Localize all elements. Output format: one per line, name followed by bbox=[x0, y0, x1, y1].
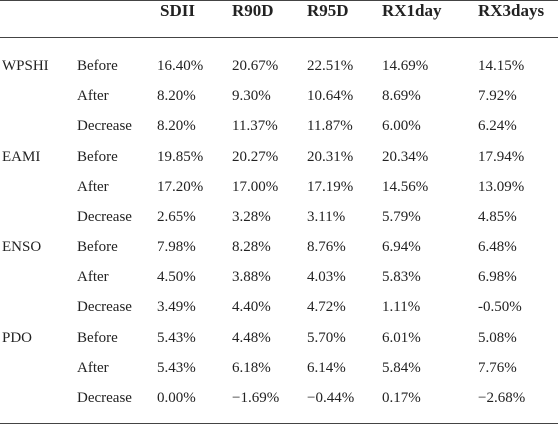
table-cell: −0.44% bbox=[307, 390, 355, 406]
table-bottom-rule bbox=[0, 423, 558, 424]
table-cell: 17.00% bbox=[232, 179, 279, 195]
column-header: R95D bbox=[307, 1, 349, 20]
table-cell: 11.87% bbox=[307, 118, 353, 134]
table-cell: 6.14% bbox=[307, 360, 346, 376]
table-cell: 7.76% bbox=[478, 360, 517, 376]
table-cell: 4.03% bbox=[307, 269, 346, 285]
table-cell: 6.18% bbox=[232, 360, 271, 376]
table-cell: 8.28% bbox=[232, 239, 271, 255]
row-label: After bbox=[77, 269, 109, 285]
table-cell: 0.00% bbox=[157, 390, 196, 406]
table-cell: 2.65% bbox=[157, 209, 196, 225]
row-label: Decrease bbox=[77, 299, 132, 315]
table-cell: 5.43% bbox=[157, 330, 196, 346]
table-cell: 7.98% bbox=[157, 239, 196, 255]
table-cell: 4.48% bbox=[232, 330, 271, 346]
table-cell: 8.20% bbox=[157, 88, 196, 104]
table-cell: 20.34% bbox=[382, 149, 429, 165]
table-cell: 19.85% bbox=[157, 149, 204, 165]
table-cell: 20.31% bbox=[307, 149, 354, 165]
row-label: Before bbox=[77, 239, 118, 255]
table-cell: 14.15% bbox=[478, 58, 525, 74]
table-cell: 17.20% bbox=[157, 179, 204, 195]
table-cell: 6.48% bbox=[478, 239, 517, 255]
table-cell: 6.00% bbox=[382, 118, 421, 134]
group-name: EAMI bbox=[2, 149, 41, 165]
column-header: RX1day bbox=[382, 1, 442, 20]
row-label: After bbox=[77, 88, 109, 104]
column-header: R90D bbox=[232, 1, 274, 20]
table-cell: 5.84% bbox=[382, 360, 421, 376]
table-top-rule bbox=[0, 0, 558, 1]
table-cell: 3.28% bbox=[232, 209, 271, 225]
table-cell: 4.50% bbox=[157, 269, 196, 285]
column-header: SDII bbox=[160, 1, 195, 20]
table-cell: -0.50% bbox=[478, 299, 522, 315]
table-cell: 8.76% bbox=[307, 239, 346, 255]
table-cell: 13.09% bbox=[478, 179, 525, 195]
row-label: Before bbox=[77, 330, 118, 346]
group-name: WPSHI bbox=[2, 58, 49, 74]
row-label: Decrease bbox=[77, 390, 132, 406]
table-cell: 20.27% bbox=[232, 149, 279, 165]
table-cell: 14.69% bbox=[382, 58, 429, 74]
table-cell: 5.79% bbox=[382, 209, 421, 225]
table-cell: 11.37% bbox=[232, 118, 278, 134]
table-cell: 14.56% bbox=[382, 179, 429, 195]
table-cell: −2.68% bbox=[478, 390, 526, 406]
table-cell: 8.69% bbox=[382, 88, 421, 104]
group-name: ENSO bbox=[2, 239, 42, 255]
table-cell: 7.92% bbox=[478, 88, 517, 104]
table-cell: 6.94% bbox=[382, 239, 421, 255]
table-cell: 0.17% bbox=[382, 390, 421, 406]
table-cell: 20.67% bbox=[232, 58, 279, 74]
table-cell: 5.83% bbox=[382, 269, 421, 285]
row-label: Before bbox=[77, 149, 118, 165]
row-label: Before bbox=[77, 58, 118, 74]
table-cell: 22.51% bbox=[307, 58, 354, 74]
table-cell: 6.24% bbox=[478, 118, 517, 134]
table-cell: 17.19% bbox=[307, 179, 354, 195]
row-label: After bbox=[77, 179, 109, 195]
group-name: PDO bbox=[2, 330, 33, 346]
table-cell: 4.85% bbox=[478, 209, 517, 225]
table-cell: 5.43% bbox=[157, 360, 196, 376]
table-cell: 9.30% bbox=[232, 88, 271, 104]
table-cell: 10.64% bbox=[307, 88, 354, 104]
table-cell: −1.69% bbox=[232, 390, 280, 406]
table-header-rule bbox=[0, 37, 558, 38]
table-cell: 8.20% bbox=[157, 118, 196, 134]
table-cell: 1.11% bbox=[382, 299, 421, 315]
table-cell: 6.01% bbox=[382, 330, 421, 346]
table-cell: 4.40% bbox=[232, 299, 271, 315]
table-cell: 4.72% bbox=[307, 299, 346, 315]
row-label: After bbox=[77, 360, 109, 376]
table-cell: 5.70% bbox=[307, 330, 346, 346]
table-cell: 5.08% bbox=[478, 330, 517, 346]
table-cell: 17.94% bbox=[478, 149, 525, 165]
row-label: Decrease bbox=[77, 118, 132, 134]
table-cell: 3.49% bbox=[157, 299, 196, 315]
table-cell: 6.98% bbox=[478, 269, 517, 285]
table-cell: 3.11% bbox=[307, 209, 346, 225]
column-header: RX3days bbox=[478, 1, 545, 20]
row-label: Decrease bbox=[77, 209, 132, 225]
table-cell: 16.40% bbox=[157, 58, 204, 74]
table-cell: 3.88% bbox=[232, 269, 271, 285]
